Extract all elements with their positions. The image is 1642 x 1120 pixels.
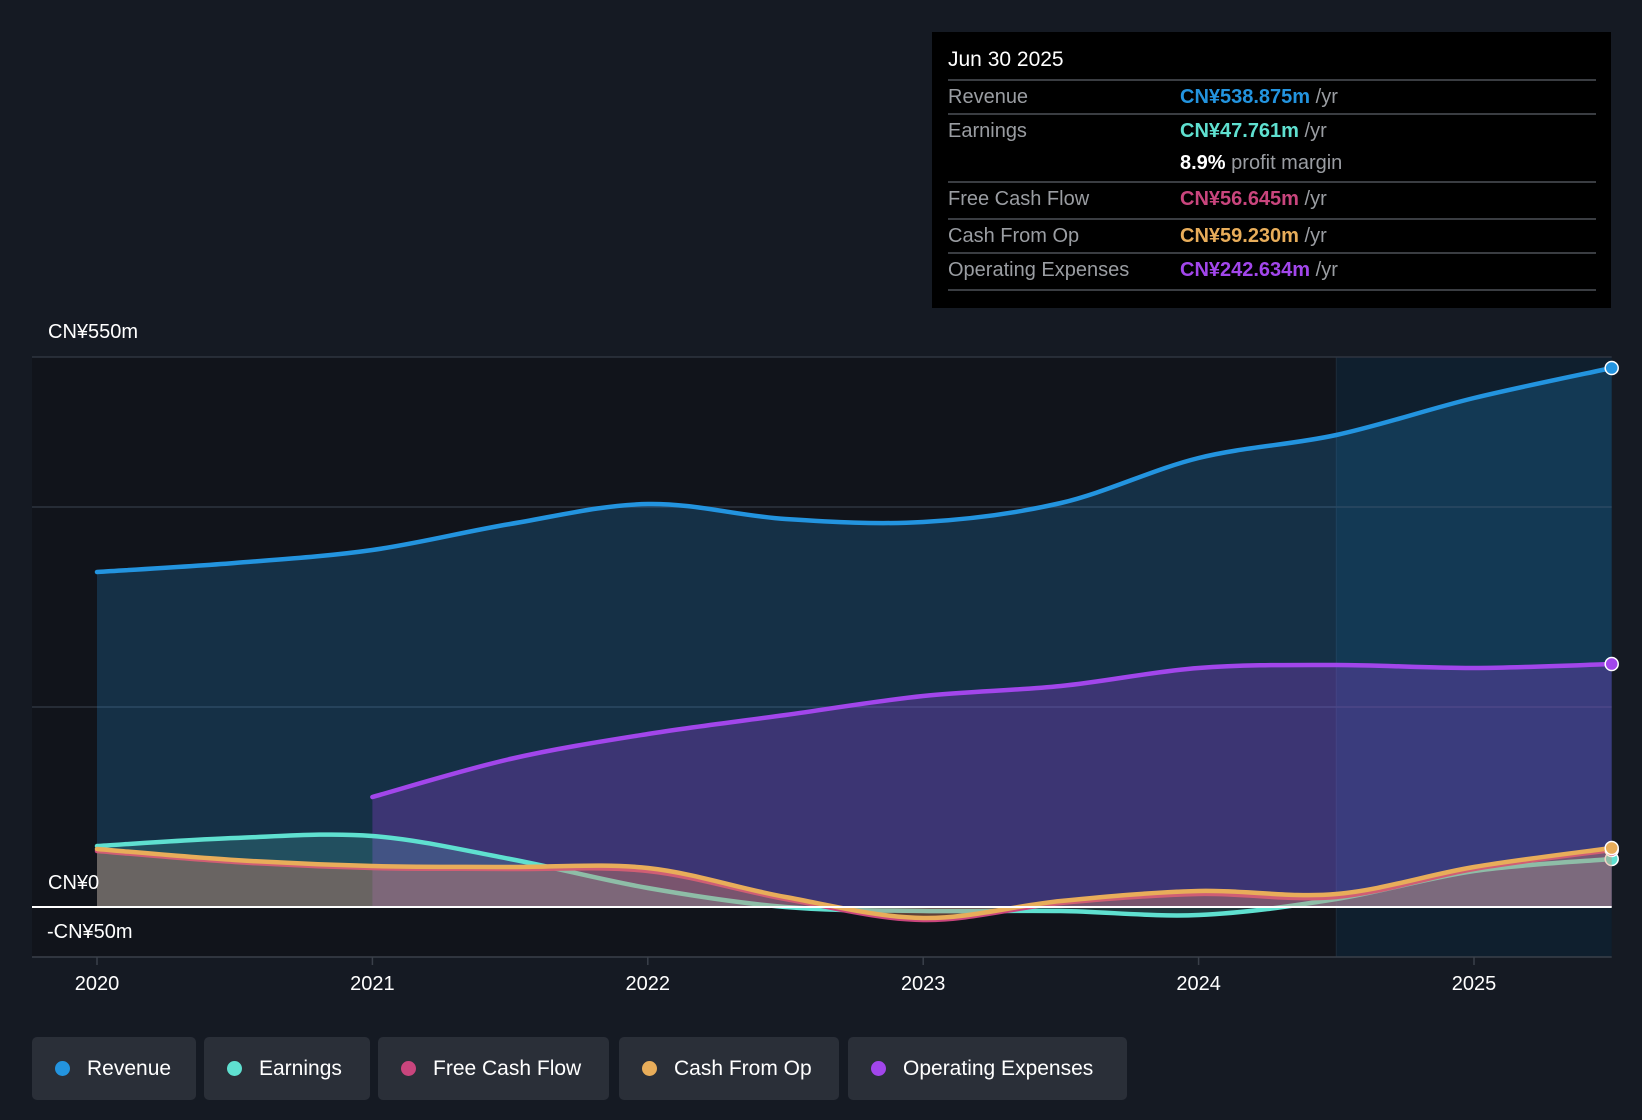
tooltip-row-value: 8.9% profit margin [1180,152,1343,174]
legend-dot-icon [642,1061,657,1076]
cash-from-op-line [94,845,1614,921]
tooltip-row-value: CN¥47.761m /yr [1180,120,1327,142]
revenue-area [97,368,1612,907]
past-region [32,357,1337,957]
y-axis-label-zero: CN¥0 [48,872,100,894]
operating-expenses-line [370,661,1614,800]
legend-item-cash-from-op[interactable]: Cash From Op [619,1037,839,1100]
tooltip-row-unit: /yr [1315,259,1338,281]
tooltip-row: Operating Expenses CN¥242.634m /yr [948,252,1596,288]
cash-from-op-area [97,848,1612,919]
legend-label: Revenue [87,1056,172,1080]
tooltip-row: Earnings CN¥47.761m /yr [948,113,1596,149]
operating-expenses-end-point [1604,656,1619,672]
legend-item-earnings[interactable]: Earnings [204,1037,370,1100]
revenue-end-point [1604,360,1619,376]
legend-label: Operating Expenses [903,1056,1094,1080]
operating-expenses-area [372,664,1612,907]
tooltip-row-unit: /yr [1304,188,1327,210]
y-axis-label-top: CN¥550m [48,321,139,343]
tooltip-row-value: CN¥59.230m /yr [1180,225,1327,247]
legend-dot-icon [227,1061,242,1076]
legend-dot-icon [55,1061,70,1076]
tooltip-row-label: Revenue [948,86,1029,108]
legend-label: Cash From Op [674,1056,812,1080]
tooltip: Jun 30 2025 Revenue CN¥538.875m /yr Earnin… [932,32,1611,308]
tooltip-row: Free Cash Flow CN¥56.645m /yr [948,181,1596,217]
x-tick-label: 2024 [1176,973,1221,995]
tooltip-row: Revenue CN¥538.875m /yr [948,79,1596,115]
x-tick-label: 2023 [901,973,946,995]
tooltip-divider [948,289,1596,291]
tooltip-row-unit: /yr [1304,225,1327,247]
x-tick-label: 2025 [1452,973,1497,995]
x-tick-label: 2020 [75,973,120,995]
legend-label: Earnings [259,1056,342,1080]
tooltip-row-unit: /yr [1304,120,1327,142]
y-axis-label-bottom: -CN¥50m [47,921,133,943]
tooltip-row-value: CN¥242.634m /yr [1180,259,1338,281]
cash-from-op-end-point [1604,840,1619,856]
x-tick-label: 2021 [350,973,395,995]
tooltip-row-label: Free Cash Flow [948,188,1090,210]
tooltip-row-label: Earnings [948,120,1027,142]
tooltip-row-unit: /yr [1315,86,1338,108]
tooltip-row-label: Cash From Op [948,225,1080,247]
tooltip-date: Jun 30 2025 [948,48,1064,71]
legend-item-revenue[interactable]: Revenue [32,1037,196,1100]
legend-dot-icon [401,1061,416,1076]
free-cash-flow-area [97,850,1612,921]
tooltip-row: 8.9% profit margin [948,147,1596,181]
x-tick-label: 2022 [626,973,671,995]
legend-item-operating-expenses[interactable]: Operating Expenses [848,1037,1127,1100]
legend-dot-icon [871,1061,886,1076]
legend-item-free-cash-flow[interactable]: Free Cash Flow [378,1037,609,1100]
tooltip-row-value: CN¥56.645m /yr [1180,188,1327,210]
tooltip-row: Cash From Op CN¥59.230m /yr [948,218,1596,254]
tooltip-row-label: Operating Expenses [948,259,1130,281]
tooltip-row-value: CN¥538.875m /yr [1180,86,1338,108]
earnings-area [97,834,1612,916]
tooltip-row-unit: profit margin [1231,152,1343,174]
legend-label: Free Cash Flow [433,1056,582,1080]
revenue-line [94,365,1614,575]
